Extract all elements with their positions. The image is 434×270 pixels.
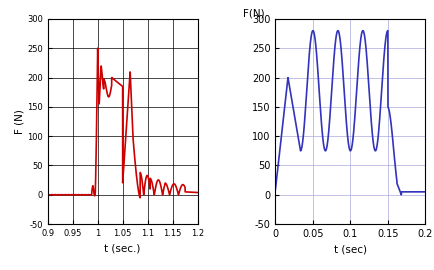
Y-axis label: F (N): F (N) bbox=[14, 109, 24, 134]
X-axis label: t (sec): t (sec) bbox=[334, 245, 367, 255]
X-axis label: t (sec.): t (sec.) bbox=[105, 244, 141, 254]
Text: F(N): F(N) bbox=[243, 9, 264, 19]
